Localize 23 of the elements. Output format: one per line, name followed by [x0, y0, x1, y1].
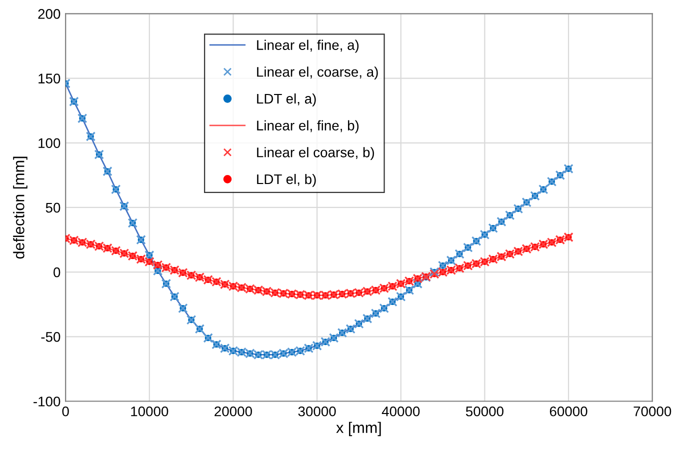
- legend-label: LDT el, a): [257, 93, 316, 106]
- x-tick-label: 70000: [634, 406, 672, 416]
- y-tick-label: 100: [38, 138, 60, 148]
- x-tick-label: 20000: [214, 406, 252, 416]
- x-tick-label: 30000: [298, 406, 336, 416]
- y-tick-label: 200: [38, 9, 60, 19]
- x-tick-label: 50000: [466, 406, 504, 416]
- y-tick-label: 150: [38, 74, 60, 84]
- x-tick-label: 60000: [550, 406, 588, 416]
- y-tick-label: 50: [46, 202, 60, 213]
- y-tick-label: -50: [41, 332, 60, 342]
- x-axis-title: x [mm]: [336, 422, 381, 436]
- x-tick-label: 40000: [382, 406, 420, 416]
- y-tick-label: 0: [54, 267, 60, 278]
- legend-label: LDT el, b): [257, 174, 316, 187]
- legend-label: Linear el, fine, b): [257, 120, 359, 134]
- legend-label: Linear el, fine, a): [257, 40, 359, 53]
- y-tick-label: -100: [34, 396, 60, 406]
- y-axis-title: deflection [mm]: [13, 156, 28, 259]
- legend-label: Linear el, coarse, a): [257, 66, 378, 80]
- x-tick-label: 0: [62, 406, 69, 416]
- x-tick-label: 10000: [131, 406, 168, 416]
- legend-label: Linear el coarse, b): [257, 147, 374, 160]
